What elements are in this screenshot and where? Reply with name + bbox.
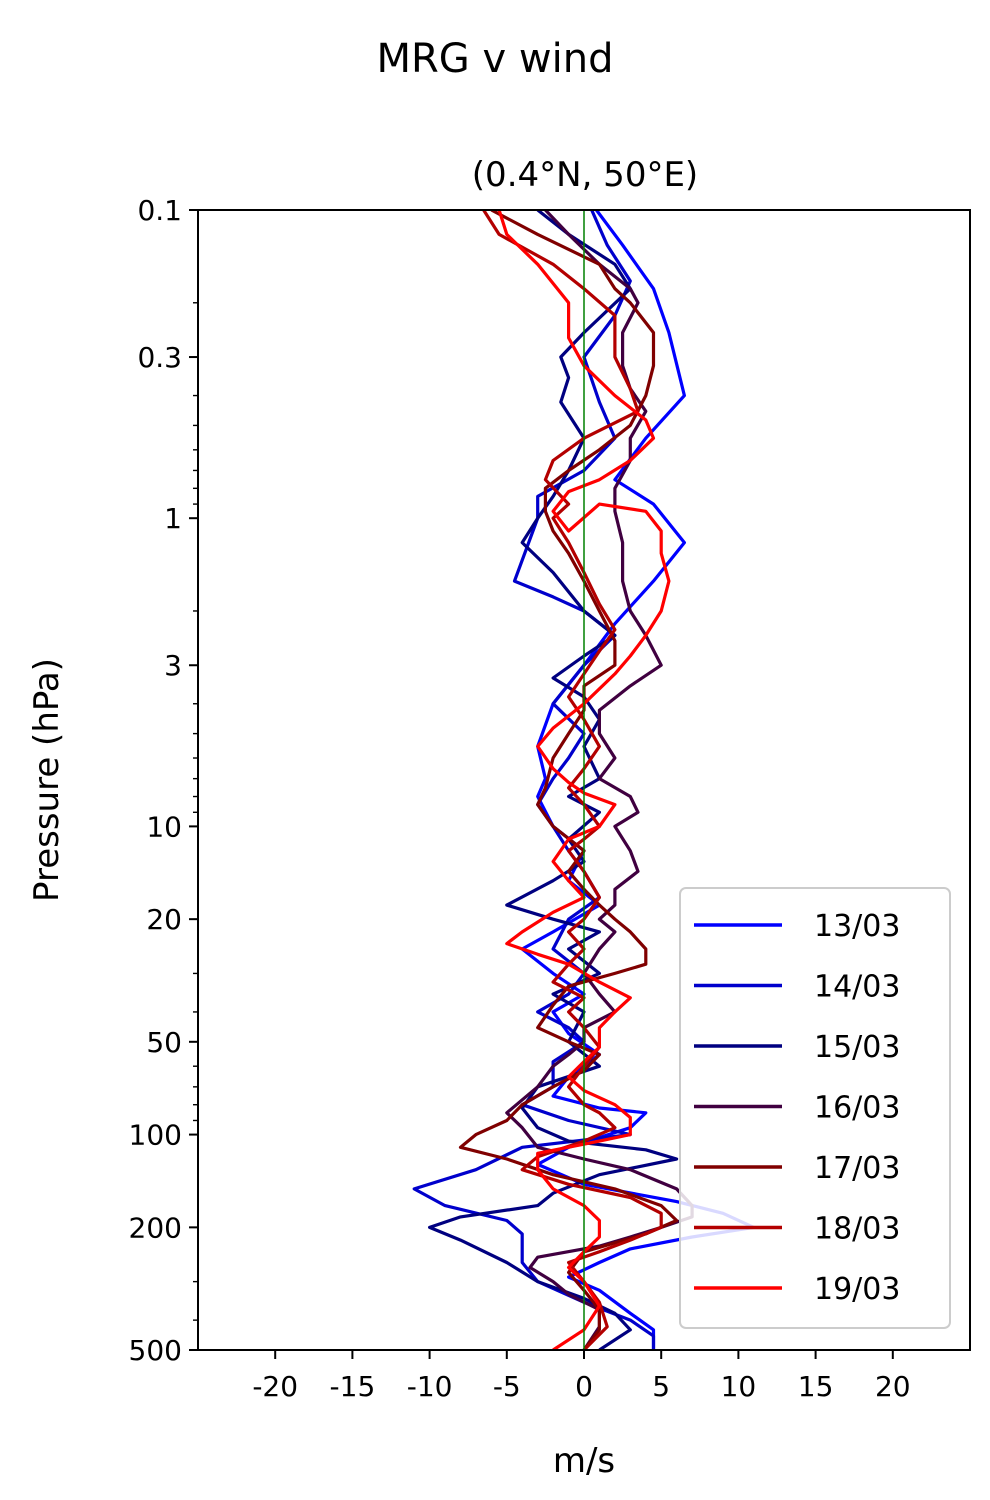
legend-box [679, 887, 951, 1329]
legend-label: 13/03 [814, 909, 900, 944]
legend: 13/03 14/03 15/03 16/03 17/03 18/03 19/03 [679, 887, 951, 1329]
y-tick-label: 0.3 [137, 341, 182, 374]
x-tick-label: 20 [875, 1370, 911, 1403]
x-tick-label: -10 [407, 1370, 453, 1403]
series-line-15-03 [428, 210, 679, 1350]
y-tick-label: 200 [129, 1211, 182, 1244]
x-tick-label: -5 [493, 1370, 521, 1403]
y-tick-label: 0.1 [137, 194, 182, 227]
y-tick-label: 20 [146, 903, 182, 936]
chart-title: MRG v wind [377, 36, 614, 82]
legend-label: 16/03 [814, 1091, 900, 1126]
x-tick-label: 15 [798, 1370, 834, 1403]
legend-label: 18/03 [814, 1212, 900, 1247]
x-tick-label: 0 [575, 1370, 593, 1403]
legend-label: 15/03 [814, 1030, 900, 1065]
y-tick-label: 3 [164, 649, 182, 682]
y-tick-label: 1 [164, 502, 182, 535]
y-axis-label: Pressure (hPa) [27, 658, 67, 902]
x-tick-label: -15 [330, 1370, 376, 1403]
chart-subtitle: (0.4°N, 50°E) [472, 155, 698, 195]
legend-label: 14/03 [814, 970, 900, 1005]
y-axis: 0.1 0.3 1 3 10 20 50 100 200 500 [129, 194, 198, 1367]
series-line-18-03 [482, 210, 663, 1350]
y-tick-label: 50 [146, 1026, 182, 1059]
series-line-14-03 [412, 210, 656, 1350]
y-tick-label: 500 [129, 1334, 182, 1367]
y-tick-label: 100 [129, 1119, 182, 1152]
x-tick-label: 10 [721, 1370, 757, 1403]
x-axis-label: m/s [553, 1441, 615, 1481]
y-tick-label: 10 [146, 810, 182, 843]
legend-label: 17/03 [814, 1151, 900, 1186]
legend-label: 19/03 [814, 1272, 900, 1307]
x-tick-label: 5 [652, 1370, 670, 1403]
x-axis: -20 -15 -10 -5 0 5 10 15 20 [252, 1350, 911, 1403]
x-tick-label: -20 [252, 1370, 298, 1403]
